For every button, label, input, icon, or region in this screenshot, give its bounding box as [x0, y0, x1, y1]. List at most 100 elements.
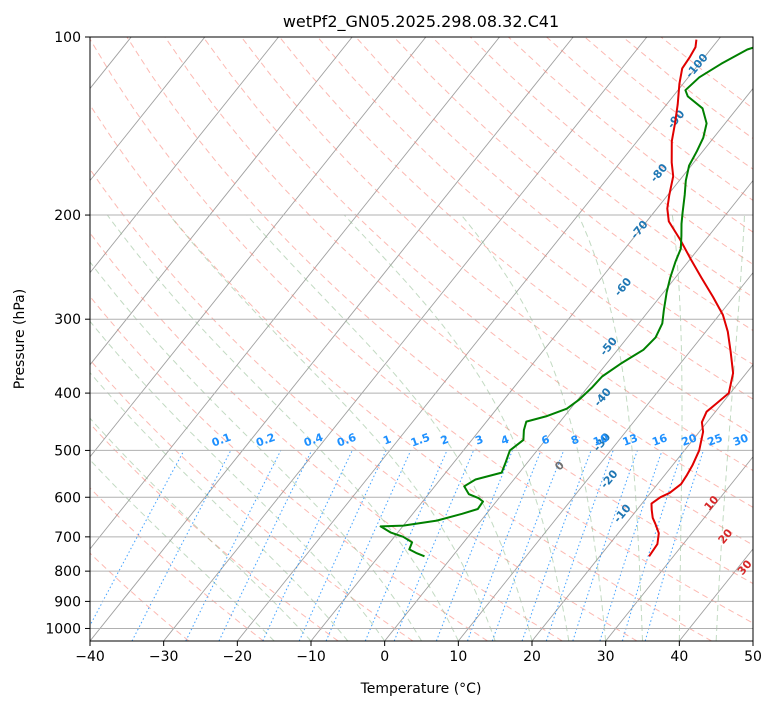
moist-adiabat-line: [343, 214, 570, 641]
mixing-ratio-line: [644, 450, 704, 641]
dry-adiabat-line: [317, 37, 753, 400]
y-tick-label: 500: [54, 443, 81, 459]
mixing-ratio-line: [491, 450, 565, 641]
x-tick-label: −20: [223, 649, 253, 665]
y-tick-label: 900: [54, 594, 81, 610]
dry-adiabat-line: [355, 37, 753, 366]
mixing-ratio-label: 0.1: [210, 431, 233, 450]
plot-frame: [89, 36, 754, 642]
temperature-profile-line: [648, 39, 735, 557]
pressure-grid: [90, 37, 753, 629]
isotherm-line: [457, 271, 753, 641]
dry-adiabat-line: [90, 232, 563, 641]
y-tick-label: 1000: [45, 621, 81, 637]
dry-adiabat-line: [90, 38, 753, 624]
x-tick-label: 10: [449, 649, 467, 665]
mixing-ratio-label: 30: [731, 431, 750, 449]
moist-adiabat-line: [671, 214, 683, 641]
mixing-ratio-line: [572, 450, 638, 641]
isotherm-line: [90, 37, 206, 182]
isotherm-line: [531, 364, 753, 641]
mixing-ratio-label: 16: [650, 431, 669, 449]
mixing-ratio-label: 20: [680, 431, 699, 449]
moist-adiabat-line: [90, 261, 422, 641]
isotherm-line: [90, 37, 353, 366]
dry-adiabat-line: [90, 168, 638, 641]
isotherm-line: [163, 37, 648, 641]
mixing-ratio-line: [599, 450, 663, 641]
mixing-ratio-label: 0.4: [302, 431, 325, 450]
moist-adiabat-label: 30: [735, 557, 755, 577]
dry-adiabat-line: [90, 422, 339, 641]
x-tick-label: 20: [523, 649, 541, 665]
mixing-ratio-label: 1.5: [409, 431, 432, 450]
x-tick-label: −10: [296, 649, 326, 665]
mixing-ratio-line: [621, 450, 684, 641]
y-tick-label: 700: [54, 530, 81, 546]
y-tick-label: 300: [54, 312, 81, 328]
x-axis-label: Temperature (°C): [360, 681, 482, 697]
x-tick-label: 40: [670, 649, 688, 665]
mixing-ratio-line: [545, 450, 614, 641]
mixing-ratio-line: [435, 450, 513, 641]
mixing-ratio-line: [185, 450, 282, 641]
dry-adiabat-line: [90, 552, 190, 641]
mixing-ratio-label: 8: [569, 433, 581, 448]
mixing-ratio-label: 0.6: [335, 431, 358, 450]
x-tick-label: 0: [380, 649, 389, 665]
y-tick-label: 100: [54, 30, 81, 46]
moist-adiabat-line: [169, 214, 496, 641]
mixing-ratio-label: 1: [381, 433, 393, 448]
isotherm-line: [90, 37, 279, 274]
moist-adiabat-line: [715, 214, 745, 641]
mixing-ratio-line: [90, 450, 185, 627]
isotherm-line: [90, 37, 500, 550]
dry-adiabat-line: [393, 37, 753, 332]
mixing-ratio-label: 13: [621, 431, 640, 448]
isotherm-line: [90, 37, 427, 458]
isotherm-line: [236, 37, 721, 641]
y-tick-label: 400: [54, 386, 81, 402]
dewpoint-profile-line: [379, 46, 753, 558]
x-tick-label: 30: [597, 649, 615, 665]
sounding-series: [379, 39, 753, 558]
x-axis: −40 −30 −20 −10 0 10 20 30 40 50: [75, 641, 762, 665]
mixing-ratio-line: [467, 450, 542, 641]
x-tick-label: −40: [75, 649, 105, 665]
dry-adiabat-line: [90, 359, 414, 641]
y-axis-label: Pressure (hPa): [12, 289, 28, 389]
mixing-ratio-line: [325, 450, 412, 641]
mixing-ratio-line: [521, 450, 592, 641]
background-lines: [90, 37, 753, 641]
mixing-ratio-label: 6: [540, 433, 552, 448]
x-tick-label: 50: [744, 649, 762, 665]
mixing-ratio-line: [298, 450, 387, 641]
mixing-ratio-label: 2: [439, 433, 451, 448]
moist-adiabat-line: [460, 214, 607, 641]
isotherm-line: [605, 456, 753, 641]
moist-adiabat-line: [90, 320, 386, 641]
x-tick-label: −30: [149, 649, 179, 665]
y-tick-label: 200: [54, 208, 81, 224]
chart-title: wetPf2_GN05.2025.298.08.32.C41: [283, 12, 559, 32]
mixing-ratio-label: 0.2: [254, 431, 277, 450]
y-tick-label: 600: [54, 490, 81, 506]
mixing-ratio-label: 3: [473, 433, 485, 448]
mixing-ratio-label: 25: [706, 431, 725, 448]
dry-adiabat-line: [202, 37, 753, 508]
dry-adiabat-line: [164, 37, 753, 546]
moist-adiabat-line: [577, 214, 643, 641]
dry-adiabat-line: [90, 295, 488, 641]
y-tick-label: 800: [54, 564, 81, 580]
y-axis: 1000 900 800 700 600 500 400 300 200 100: [45, 30, 90, 637]
mixing-ratio-line: [393, 450, 475, 641]
isotherm-line: [384, 179, 753, 641]
dry-adiabat-line: [126, 37, 753, 585]
mixing-ratio-label: 10: [591, 431, 610, 449]
moist-adiabat-line: [90, 371, 349, 641]
plot-area: [90, 37, 753, 641]
mixing-ratio-label: 4: [499, 433, 511, 448]
moist-adiabat-line: [106, 214, 459, 641]
mixing-ratio-line: [364, 450, 448, 641]
